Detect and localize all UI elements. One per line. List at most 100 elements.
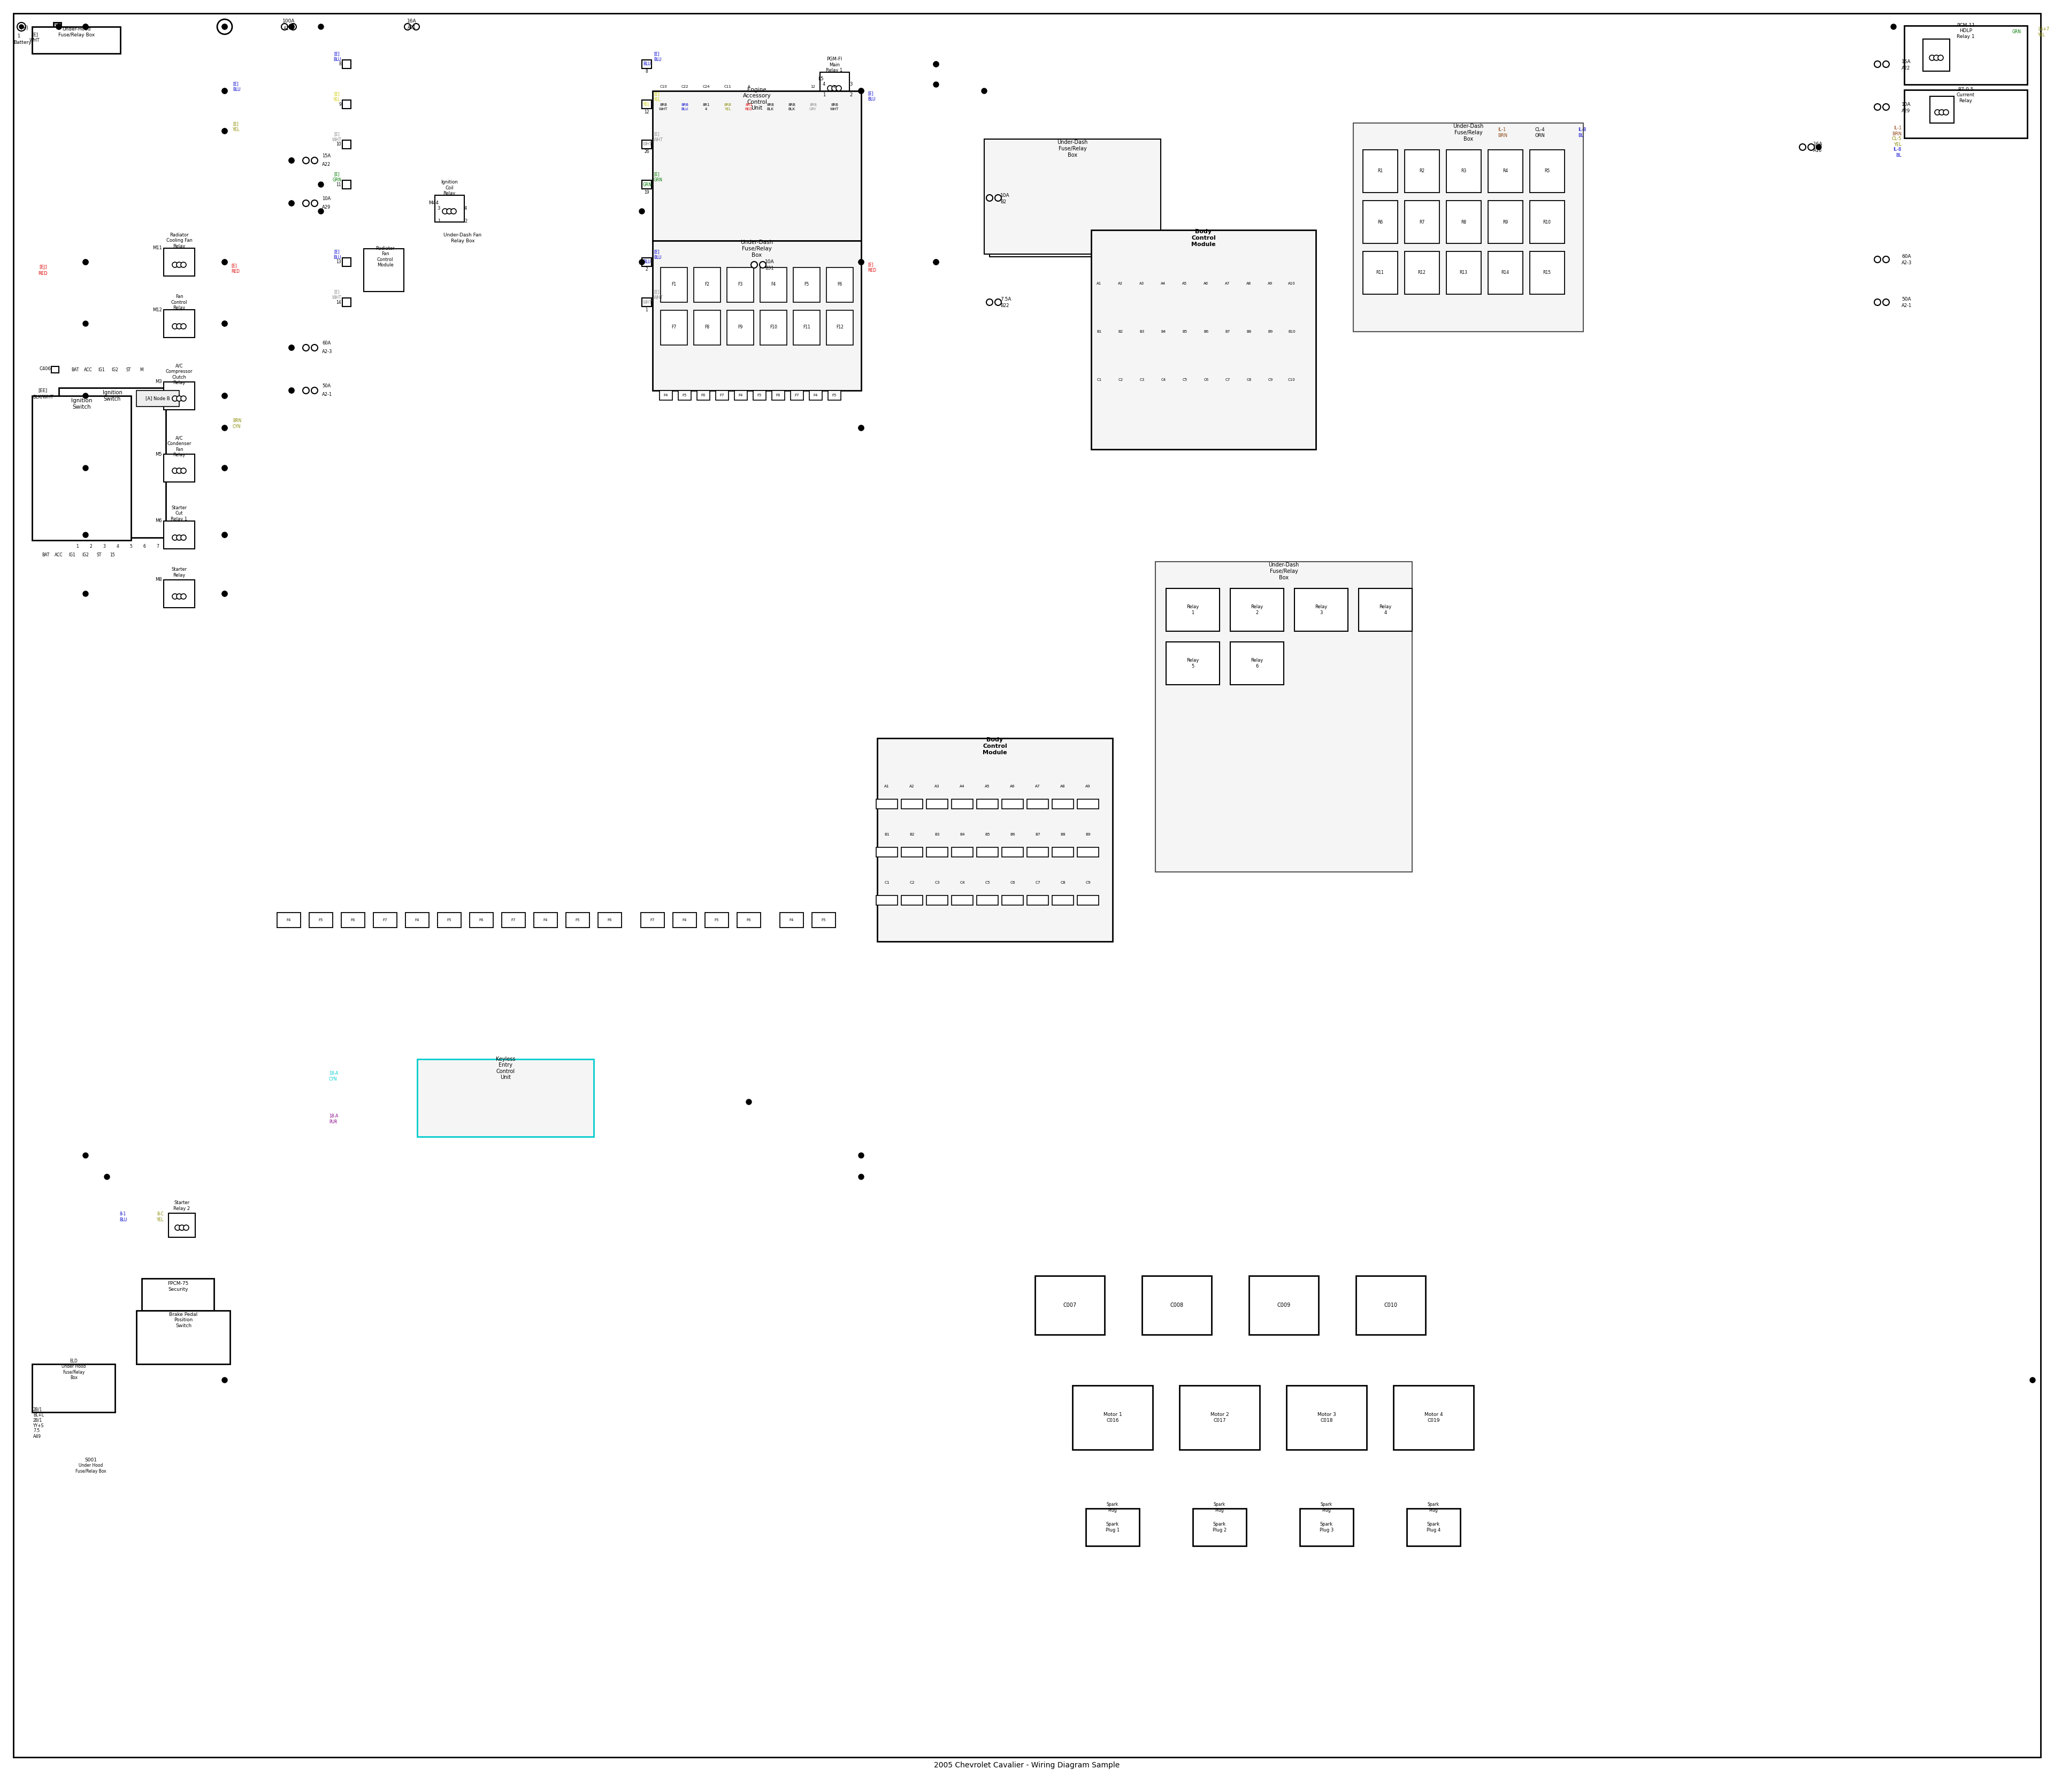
Text: 5: 5 xyxy=(129,545,131,548)
Text: BLU: BLU xyxy=(643,260,651,265)
Text: 8RB
BLK: 8RB BLK xyxy=(789,104,795,111)
Text: R7: R7 xyxy=(1419,220,1425,224)
Bar xyxy=(1487,151,1522,192)
Bar xyxy=(951,799,974,808)
Circle shape xyxy=(828,86,832,91)
Circle shape xyxy=(222,23,228,29)
Circle shape xyxy=(318,181,325,186)
Bar xyxy=(694,267,721,303)
Text: Brake Pedal
Position
Switch: Brake Pedal Position Switch xyxy=(168,1312,197,1328)
Circle shape xyxy=(82,260,88,265)
Bar xyxy=(168,1213,195,1236)
Circle shape xyxy=(290,23,294,29)
Circle shape xyxy=(1873,61,1881,68)
Bar xyxy=(1904,25,2027,84)
Circle shape xyxy=(1873,256,1881,263)
Text: F12: F12 xyxy=(836,324,844,330)
Bar xyxy=(1294,588,1347,631)
Bar xyxy=(641,912,663,928)
Bar xyxy=(661,267,688,303)
Text: F8: F8 xyxy=(705,324,709,330)
Bar xyxy=(791,391,803,400)
Text: R13: R13 xyxy=(1460,271,1467,276)
Bar xyxy=(1193,1509,1247,1546)
Bar xyxy=(653,91,861,240)
Text: Motor 3
C018: Motor 3 C018 xyxy=(1317,1412,1335,1423)
Text: 3: 3 xyxy=(850,82,852,88)
Circle shape xyxy=(222,425,228,430)
Circle shape xyxy=(1884,299,1890,305)
Bar xyxy=(1354,124,1584,332)
Text: Relay
2: Relay 2 xyxy=(1251,604,1263,615)
Text: C5: C5 xyxy=(984,882,990,883)
Circle shape xyxy=(1808,143,1814,151)
Bar xyxy=(1027,896,1048,905)
Circle shape xyxy=(222,260,228,265)
Bar xyxy=(343,100,351,109)
Text: A: A xyxy=(748,84,750,88)
Text: [E]
BLU: [E] BLU xyxy=(653,249,661,260)
Text: C5: C5 xyxy=(1183,378,1187,382)
Bar xyxy=(809,391,822,400)
Text: RED: RED xyxy=(39,271,47,276)
Bar xyxy=(277,912,300,928)
Circle shape xyxy=(1892,23,1896,29)
Text: B9: B9 xyxy=(1085,833,1091,837)
Bar xyxy=(1300,1509,1354,1546)
Text: ELD
Under Hood
Fuse/Relay
Box: ELD Under Hood Fuse/Relay Box xyxy=(62,1358,86,1380)
Bar xyxy=(1072,1385,1152,1450)
Text: A10: A10 xyxy=(1288,281,1296,285)
Text: [E]
WHT: [E] WHT xyxy=(333,133,341,142)
Text: 8RB
WHT: 8RB WHT xyxy=(830,104,838,111)
Bar xyxy=(1923,39,1949,72)
Text: F5: F5 xyxy=(715,919,719,921)
Text: ST: ST xyxy=(97,554,101,557)
Text: C8: C8 xyxy=(1060,882,1066,883)
Text: F4: F4 xyxy=(415,919,419,921)
Text: 7.5
A49: 7.5 A49 xyxy=(33,1428,41,1439)
Text: A8: A8 xyxy=(1060,785,1066,788)
Text: A4: A4 xyxy=(1161,281,1167,285)
Circle shape xyxy=(859,425,865,430)
Text: Spark
Plug: Spark Plug xyxy=(1428,1502,1440,1512)
Text: A9: A9 xyxy=(1267,281,1273,285)
Circle shape xyxy=(290,387,294,392)
Circle shape xyxy=(181,324,187,330)
Text: B2: B2 xyxy=(1000,199,1006,204)
Text: A6: A6 xyxy=(1204,281,1208,285)
Text: Spark
Plug: Spark Plug xyxy=(1107,1502,1119,1512)
Text: 12: 12 xyxy=(811,84,815,88)
Text: F7: F7 xyxy=(651,919,655,921)
Text: R15: R15 xyxy=(1543,271,1551,276)
Text: F4: F4 xyxy=(663,394,668,396)
Text: R12: R12 xyxy=(1417,271,1425,276)
Text: C8: C8 xyxy=(1247,378,1251,382)
Text: BAT: BAT xyxy=(72,367,78,373)
Text: C4: C4 xyxy=(1161,378,1167,382)
Bar xyxy=(641,297,651,306)
Text: R11: R11 xyxy=(1376,271,1384,276)
Text: Ignition
Coil
Relay: Ignition Coil Relay xyxy=(442,179,458,195)
Text: IL-1
BRN: IL-1 BRN xyxy=(1497,127,1508,138)
Text: B1: B1 xyxy=(1097,330,1101,333)
Bar xyxy=(1530,251,1565,294)
Text: C3: C3 xyxy=(935,882,941,883)
Text: R5: R5 xyxy=(1545,168,1549,174)
Text: Spark
Plug 4: Spark Plug 4 xyxy=(1428,1521,1440,1532)
Bar xyxy=(1364,151,1397,192)
Bar xyxy=(1002,896,1023,905)
Bar xyxy=(1405,201,1440,244)
Bar xyxy=(1904,90,2027,138)
Text: 1: 1 xyxy=(822,93,826,97)
Circle shape xyxy=(177,536,183,539)
Text: 16A: 16A xyxy=(1814,142,1822,147)
Circle shape xyxy=(181,468,187,473)
Text: Relay
5: Relay 5 xyxy=(1187,658,1200,668)
Text: F5: F5 xyxy=(448,919,452,921)
Text: 2B/1
BL+L: 2B/1 BL+L xyxy=(33,1407,43,1417)
Circle shape xyxy=(18,25,23,29)
Bar xyxy=(641,140,651,149)
Text: A/C
Condenser
Fan
Relay: A/C Condenser Fan Relay xyxy=(166,435,191,457)
Text: Body
Control
Module: Body Control Module xyxy=(982,737,1006,754)
Text: [E]
GRN: [E] GRN xyxy=(653,172,663,183)
